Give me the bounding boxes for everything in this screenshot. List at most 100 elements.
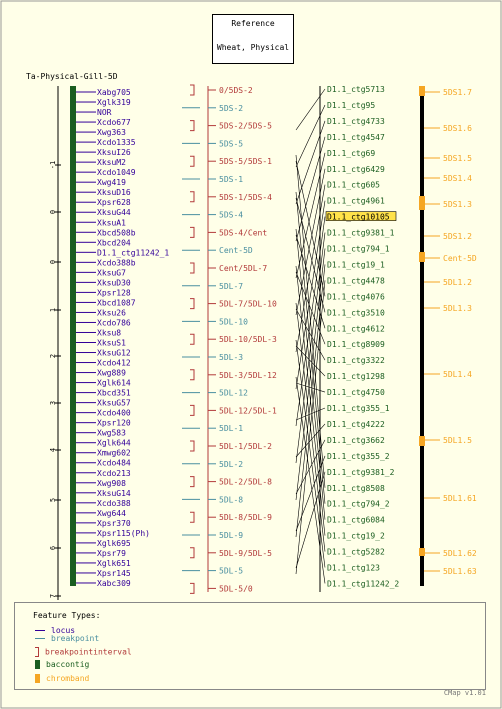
chromband-label[interactable]: Cent-5D — [443, 254, 477, 263]
locus-label[interactable]: XksuA1 — [97, 218, 126, 227]
locus-label[interactable]: Xabc309 — [97, 579, 131, 588]
locus-label[interactable]: Xglk695 — [97, 539, 131, 548]
breakpoint-label[interactable]: 5DS-2 — [219, 104, 243, 113]
breakpoint-label[interactable]: 5DL-12 — [219, 389, 248, 398]
breakpoint-label[interactable]: 5DS-1 — [219, 175, 243, 184]
locus-label[interactable]: Xwg644 — [97, 509, 126, 518]
locus-label[interactable]: XksuI26 — [97, 148, 131, 157]
locus-label[interactable]: Xcdo412 — [97, 359, 131, 368]
contig-label[interactable]: D1.1_ctg794_2 — [327, 500, 390, 509]
locus-label[interactable]: Xpsr145 — [97, 569, 131, 578]
locus-label[interactable]: Xcdo388 — [97, 499, 131, 508]
contig-label[interactable]: D1.1_ctg4547 — [327, 133, 385, 142]
contig-label[interactable]: D1.1_ctg5713 — [327, 85, 385, 94]
locus-label[interactable]: Xcdo400 — [97, 409, 131, 418]
reference-box[interactable]: Reference Wheat, Physical — [212, 14, 294, 64]
locus-label[interactable]: Xcdo1049 — [97, 168, 136, 177]
chromband-label[interactable]: 5DS1.2 — [443, 232, 472, 241]
locus-label[interactable]: XksuD30 — [97, 278, 131, 287]
breakpoint-label[interactable]: 5DS-1/5DS-4 — [219, 193, 272, 202]
chromband-label[interactable]: 5DL1.3 — [443, 304, 472, 313]
contig-label[interactable]: D1.1_ctg8508 — [327, 484, 385, 493]
breakpoint-label[interactable]: 5DL-8/5DL-9 — [219, 513, 272, 522]
breakpoint-label[interactable]: 5DL-1/5DL-2 — [219, 442, 272, 451]
locus-label[interactable]: Xglk651 — [97, 559, 131, 568]
locus-label[interactable]: XksuS1 — [97, 339, 126, 348]
breakpoint-label[interactable]: 5DS-5/5DS-1 — [219, 157, 272, 166]
chromband-label[interactable]: 5DS1.5 — [443, 154, 472, 163]
locus-label[interactable]: Xwg889 — [97, 369, 126, 378]
breakpoint-label[interactable]: 5DL-5/0 — [219, 584, 253, 593]
locus-label[interactable]: XksuG14 — [97, 489, 131, 498]
breakpoint-label[interactable]: Cent/5DL-7 — [219, 264, 267, 273]
contig-label[interactable]: D1.1_ctg10105 — [327, 213, 390, 222]
locus-label[interactable]: XksuG44 — [97, 208, 131, 217]
locus-label[interactable]: Xwg583 — [97, 429, 126, 438]
breakpoint-label[interactable]: 5DL-2 — [219, 460, 243, 469]
breakpoint-label[interactable]: 5DL-7 — [219, 282, 243, 291]
contig-label[interactable]: D1.1_ctg9381_1 — [327, 229, 395, 238]
locus-label[interactable]: Xpsr120 — [97, 419, 131, 428]
highlighted-contig-box[interactable] — [325, 211, 397, 221]
chromband-label[interactable]: 5DL1.63 — [443, 567, 477, 576]
chromband-label[interactable]: 5DS1.4 — [443, 174, 472, 183]
breakpoint-label[interactable]: 5DL-9/5DL-5 — [219, 549, 272, 558]
contig-label[interactable]: D1.1_ctg4612 — [327, 324, 385, 333]
contig-label[interactable]: D1.1_ctg3662 — [327, 436, 385, 445]
locus-label[interactable]: Xcdo786 — [97, 318, 131, 327]
locus-label[interactable]: Xbcd508b — [97, 228, 136, 237]
locus-label[interactable]: Xcdo1335 — [97, 138, 136, 147]
locus-label[interactable]: Xwg363 — [97, 128, 126, 137]
locus-label[interactable]: Xbcd204 — [97, 238, 131, 247]
contig-label[interactable]: D1.1_ctg794_1 — [327, 245, 390, 254]
locus-label[interactable]: Xbcd351 — [97, 389, 131, 398]
locus-label[interactable]: Xwg908 — [97, 479, 126, 488]
map-label[interactable]: Ta-Physical-Gill-5D — [26, 72, 118, 81]
breakpoint-label[interactable]: 5DL-2/5DL-8 — [219, 478, 272, 487]
chromband-segment[interactable] — [419, 252, 425, 262]
chromband-label[interactable]: 5DL1.62 — [443, 549, 477, 558]
locus-label[interactable]: XksuM2 — [97, 158, 126, 167]
chromband-label[interactable]: 5DS1.7 — [443, 88, 472, 97]
contig-label[interactable]: D1.1_ctg355_1 — [327, 404, 390, 413]
locus-label[interactable]: Xpsr79 — [97, 549, 126, 558]
locus-label[interactable]: Xbcd1087 — [97, 298, 136, 307]
locus-label[interactable]: Xglk614 — [97, 379, 131, 388]
locus-label[interactable]: NOR — [97, 108, 112, 117]
locus-label[interactable]: Xwg419 — [97, 178, 126, 187]
contig-label[interactable]: D1.1_ctg4478 — [327, 276, 385, 285]
chromband-label[interactable]: 5DL1.4 — [443, 370, 472, 379]
breakpoint-label[interactable]: 5DS-4 — [219, 211, 243, 220]
contig-label[interactable]: D1.1_ctg4961 — [327, 197, 385, 206]
locus-label[interactable]: Xcdo677 — [97, 118, 131, 127]
breakpoint-label[interactable]: 5DL-3 — [219, 353, 243, 362]
contig-label[interactable]: D1.1_ctg355_2 — [327, 452, 390, 461]
contig-label[interactable]: D1.1_ctg8909 — [327, 340, 385, 349]
contig-label[interactable]: D1.1_ctg1298 — [327, 372, 385, 381]
locus-label[interactable]: XksuG7 — [97, 268, 126, 277]
locus-label[interactable]: Xpsr628 — [97, 198, 131, 207]
breakpoint-label[interactable]: 5DL-10/5DL-3 — [219, 335, 277, 344]
contig-label[interactable]: D1.1_ctg3510 — [327, 308, 385, 317]
contig-label[interactable]: D1.1_ctg4750 — [327, 388, 385, 397]
breakpoint-label[interactable]: 5DL-7/5DL-10 — [219, 300, 277, 309]
contig-label[interactable]: D1.1_ctg5282 — [327, 548, 385, 557]
chromband-label[interactable]: 5DL1.2 — [443, 278, 472, 287]
contig-label[interactable]: D1.1_ctg605 — [327, 181, 380, 190]
locus-label[interactable]: Xglk644 — [97, 439, 131, 448]
locus-label[interactable]: D1.1_ctg11242_1 — [97, 248, 169, 257]
contig-label[interactable]: D1.1_ctg95 — [327, 101, 375, 110]
chromband-label[interactable]: 5DS1.3 — [443, 200, 472, 209]
contig-label[interactable]: D1.1_ctg69 — [327, 149, 375, 158]
chromband-label[interactable]: 5DS1.6 — [443, 124, 472, 133]
chromband-label[interactable]: 5DL1.61 — [443, 494, 477, 503]
breakpoint-label[interactable]: Cent-5D — [219, 246, 253, 255]
breakpoint-label[interactable]: 5DL-5 — [219, 567, 243, 576]
locus-label[interactable]: XksuG57 — [97, 399, 131, 408]
breakpoint-label[interactable]: 5DL-10 — [219, 317, 248, 326]
contig-label[interactable]: D1.1_ctg11242_2 — [327, 579, 399, 588]
contig-label[interactable]: D1.1_ctg6429 — [327, 165, 385, 174]
chromband-segment[interactable] — [419, 196, 425, 210]
breakpoint-label[interactable]: 5DL-12/5DL-1 — [219, 406, 277, 415]
contig-label[interactable]: D1.1_ctg19_1 — [327, 260, 385, 269]
